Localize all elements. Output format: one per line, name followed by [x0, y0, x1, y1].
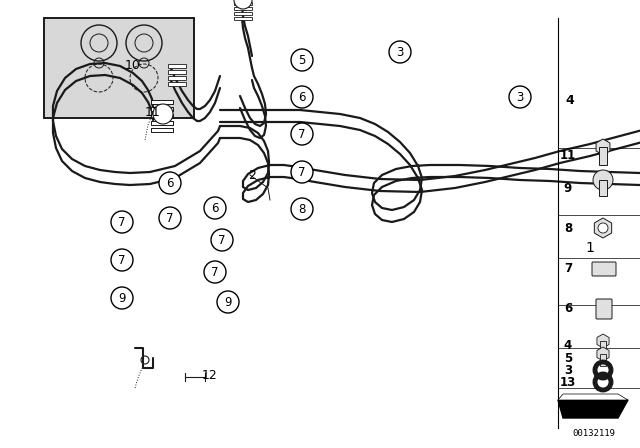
Bar [600, 354, 606, 366]
Bar [151, 114, 173, 118]
Bar [599, 147, 607, 165]
Circle shape [598, 223, 608, 233]
Text: 7: 7 [564, 262, 572, 275]
Text: 3: 3 [516, 90, 524, 103]
Text: 7: 7 [118, 254, 125, 267]
Circle shape [291, 86, 313, 108]
Text: 3: 3 [564, 363, 572, 376]
Text: 10: 10 [125, 59, 141, 72]
Text: 9: 9 [564, 181, 572, 194]
Bar [234, 17, 252, 20]
Text: 7: 7 [118, 215, 125, 228]
Bar [151, 128, 173, 132]
Text: 5: 5 [298, 53, 306, 66]
Bar [168, 70, 186, 74]
Bar [151, 121, 173, 125]
Bar [151, 121, 173, 125]
Bar [151, 114, 173, 118]
Bar [600, 341, 606, 353]
Text: 6: 6 [211, 202, 219, 215]
Circle shape [111, 211, 133, 233]
Bar [151, 100, 173, 104]
Circle shape [159, 172, 181, 194]
Text: 2: 2 [248, 168, 256, 181]
Text: 7: 7 [166, 211, 173, 224]
Text: 6: 6 [166, 177, 173, 190]
Text: 13: 13 [560, 375, 576, 388]
Text: 7: 7 [211, 266, 219, 279]
Circle shape [291, 123, 313, 145]
Text: 8: 8 [298, 202, 306, 215]
Bar [234, 12, 252, 15]
Text: 3: 3 [396, 46, 404, 59]
Text: 8: 8 [564, 221, 572, 234]
Bar [151, 128, 173, 132]
Polygon shape [558, 400, 628, 418]
Bar [168, 64, 186, 68]
Bar [234, 1, 252, 5]
Text: 7: 7 [298, 165, 306, 178]
Bar [151, 107, 173, 111]
Text: 6: 6 [564, 302, 572, 314]
Bar [168, 82, 186, 86]
Text: 7: 7 [298, 128, 306, 141]
FancyBboxPatch shape [596, 299, 612, 319]
Text: 5: 5 [564, 352, 572, 365]
Circle shape [204, 197, 226, 219]
Circle shape [217, 291, 239, 313]
Circle shape [204, 261, 226, 283]
Circle shape [291, 161, 313, 183]
Text: 00132119: 00132119 [573, 428, 616, 438]
Circle shape [111, 249, 133, 271]
Bar [44, 18, 194, 118]
Circle shape [211, 229, 233, 251]
Text: 6: 6 [298, 90, 306, 103]
Bar [234, 7, 252, 10]
Bar [74, 18, 194, 58]
Text: 11: 11 [145, 105, 161, 119]
FancyBboxPatch shape [592, 262, 616, 276]
Circle shape [159, 207, 181, 229]
Circle shape [111, 287, 133, 309]
Text: 1: 1 [586, 241, 595, 255]
Circle shape [153, 104, 173, 124]
Text: 11: 11 [560, 148, 576, 161]
Text: 12: 12 [202, 369, 218, 382]
Text: 4: 4 [566, 94, 574, 107]
Text: 9: 9 [224, 296, 232, 309]
Text: 9: 9 [118, 292, 125, 305]
Bar [44, 18, 194, 118]
Circle shape [593, 170, 613, 190]
Bar [599, 180, 607, 196]
Text: 7: 7 [218, 233, 226, 246]
Polygon shape [558, 394, 628, 400]
Circle shape [509, 86, 531, 108]
Bar [151, 107, 173, 111]
Bar [151, 100, 173, 104]
Circle shape [291, 49, 313, 71]
Circle shape [291, 198, 313, 220]
Text: 4: 4 [564, 339, 572, 352]
Bar [168, 76, 186, 80]
Circle shape [234, 0, 252, 9]
Circle shape [389, 41, 411, 63]
